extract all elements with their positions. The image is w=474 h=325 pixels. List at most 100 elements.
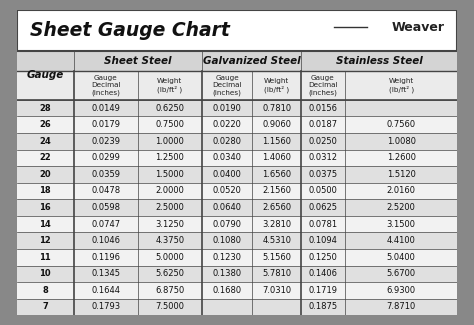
- Text: 1.2500: 1.2500: [155, 153, 184, 162]
- Text: 5.6700: 5.6700: [387, 269, 416, 278]
- Text: 0.1380: 0.1380: [212, 269, 242, 278]
- Text: Weaver: Weaver: [391, 21, 444, 34]
- Text: 14: 14: [39, 220, 51, 228]
- Text: 0.0239: 0.0239: [91, 137, 120, 146]
- Text: 0.0747: 0.0747: [91, 220, 120, 228]
- Text: 6.8750: 6.8750: [155, 286, 184, 295]
- Text: 1.5000: 1.5000: [155, 170, 184, 179]
- Text: 0.0400: 0.0400: [213, 170, 242, 179]
- Text: 0.0781: 0.0781: [309, 220, 337, 228]
- Text: 0.1345: 0.1345: [91, 269, 120, 278]
- Text: 0.0625: 0.0625: [309, 203, 337, 212]
- Text: 16: 16: [39, 203, 51, 212]
- Text: 2.5000: 2.5000: [155, 203, 184, 212]
- Bar: [17, 232, 457, 249]
- Bar: [17, 249, 457, 266]
- Text: 10: 10: [39, 269, 51, 278]
- Text: Gauge: Gauge: [27, 71, 64, 80]
- Bar: [17, 116, 457, 133]
- Text: Weight
(lb/ft² ): Weight (lb/ft² ): [157, 78, 182, 93]
- Text: 3.1250: 3.1250: [155, 220, 184, 228]
- Text: 0.6250: 0.6250: [155, 104, 184, 113]
- Text: 20: 20: [39, 170, 51, 179]
- Text: 5.1560: 5.1560: [262, 253, 291, 262]
- Text: 0.9060: 0.9060: [262, 120, 291, 129]
- Bar: [17, 216, 457, 232]
- Text: 1.0000: 1.0000: [155, 137, 184, 146]
- Text: 26: 26: [39, 120, 51, 129]
- Text: 0.1644: 0.1644: [91, 286, 120, 295]
- Text: 5.0000: 5.0000: [155, 253, 184, 262]
- Text: 3.1500: 3.1500: [387, 220, 416, 228]
- Bar: [17, 199, 457, 216]
- Text: 0.1196: 0.1196: [91, 253, 120, 262]
- Text: 7.8710: 7.8710: [387, 303, 416, 311]
- Text: 2.5200: 2.5200: [387, 203, 416, 212]
- Text: 0.0520: 0.0520: [213, 187, 242, 196]
- Text: 4.4100: 4.4100: [387, 236, 416, 245]
- Text: 0.0220: 0.0220: [213, 120, 242, 129]
- Text: 0.1680: 0.1680: [212, 286, 242, 295]
- Text: 4.5310: 4.5310: [262, 236, 291, 245]
- Text: Weight
(lb/ft² ): Weight (lb/ft² ): [389, 78, 414, 93]
- Text: 0.0187: 0.0187: [309, 120, 337, 129]
- Text: 0.1046: 0.1046: [91, 236, 120, 245]
- Text: 2.6560: 2.6560: [262, 203, 291, 212]
- Text: 0.1719: 0.1719: [309, 286, 337, 295]
- Bar: [17, 150, 457, 166]
- Bar: [17, 166, 457, 183]
- Text: 0.1875: 0.1875: [309, 303, 337, 311]
- Text: 0.0640: 0.0640: [212, 203, 242, 212]
- Bar: [17, 299, 457, 315]
- Text: 24: 24: [39, 137, 51, 146]
- Bar: [17, 71, 457, 100]
- Bar: [17, 266, 457, 282]
- Bar: [17, 183, 457, 199]
- Text: 0.1406: 0.1406: [309, 269, 337, 278]
- Text: 0.0312: 0.0312: [309, 153, 337, 162]
- Text: Galvanized Steel: Galvanized Steel: [202, 56, 300, 66]
- Text: 0.1793: 0.1793: [91, 303, 120, 311]
- Bar: [17, 100, 457, 116]
- Text: 1.6560: 1.6560: [262, 170, 291, 179]
- Text: 0.0359: 0.0359: [91, 170, 120, 179]
- Text: 0.0790: 0.0790: [212, 220, 242, 228]
- Text: Gauge
Decimal
(inches): Gauge Decimal (inches): [91, 75, 120, 96]
- Text: 1.1560: 1.1560: [262, 137, 291, 146]
- Text: 6.9300: 6.9300: [387, 286, 416, 295]
- Text: 0.0179: 0.0179: [91, 120, 120, 129]
- Text: 0.0598: 0.0598: [91, 203, 120, 212]
- Text: Gauge
Decimal
(inches): Gauge Decimal (inches): [308, 75, 337, 96]
- Bar: [17, 133, 457, 150]
- Text: 0.0500: 0.0500: [309, 187, 337, 196]
- Text: 28: 28: [39, 104, 51, 113]
- Text: 0.1080: 0.1080: [212, 236, 242, 245]
- Text: 0.1250: 0.1250: [309, 253, 337, 262]
- Text: 0.0299: 0.0299: [91, 153, 120, 162]
- Text: 0.0149: 0.0149: [91, 104, 120, 113]
- Text: 22: 22: [39, 153, 51, 162]
- Text: 2.0000: 2.0000: [155, 187, 184, 196]
- Text: 0.0156: 0.0156: [309, 104, 337, 113]
- Text: 5.6250: 5.6250: [155, 269, 184, 278]
- Text: 8: 8: [42, 286, 48, 295]
- Text: 18: 18: [39, 187, 51, 196]
- Text: 0.0478: 0.0478: [91, 187, 120, 196]
- Text: 0.0250: 0.0250: [309, 137, 337, 146]
- Text: 0.0340: 0.0340: [212, 153, 242, 162]
- Text: 0.1230: 0.1230: [212, 253, 242, 262]
- Text: 5.0400: 5.0400: [387, 253, 416, 262]
- Text: 2.0160: 2.0160: [387, 187, 416, 196]
- Text: 1.2600: 1.2600: [387, 153, 416, 162]
- Text: 12: 12: [39, 236, 51, 245]
- Text: Sheet Steel: Sheet Steel: [104, 56, 172, 66]
- Text: 0.0280: 0.0280: [212, 137, 242, 146]
- Text: Weight
(lb/ft² ): Weight (lb/ft² ): [264, 78, 289, 93]
- Text: 7: 7: [42, 303, 48, 311]
- Text: 2.1560: 2.1560: [262, 187, 291, 196]
- Text: 4.3750: 4.3750: [155, 236, 184, 245]
- Text: 0.1094: 0.1094: [309, 236, 337, 245]
- Text: Gauge
Decimal
(inches): Gauge Decimal (inches): [212, 75, 242, 96]
- Text: 7.0310: 7.0310: [262, 286, 291, 295]
- Text: 1.0080: 1.0080: [387, 137, 416, 146]
